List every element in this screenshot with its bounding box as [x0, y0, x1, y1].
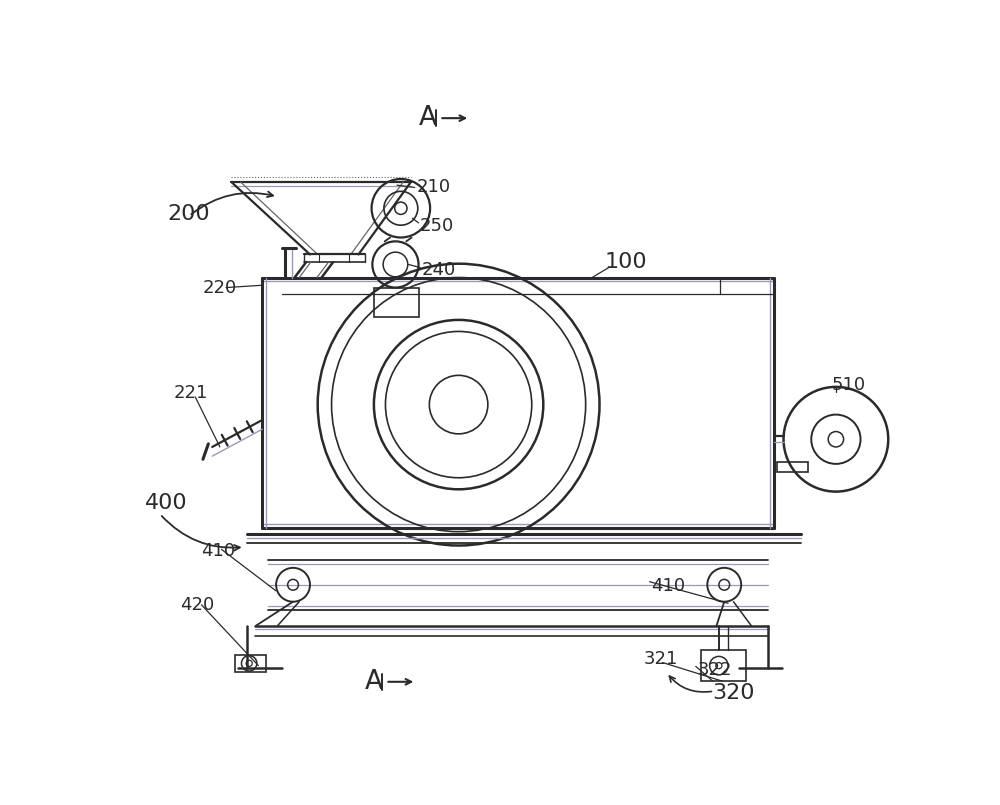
Text: 210: 210	[416, 179, 450, 196]
Text: 240: 240	[422, 261, 456, 279]
Bar	[374, 287, 419, 317]
Text: 400: 400	[144, 493, 187, 513]
Text: 221: 221	[174, 384, 208, 402]
Bar	[235, 654, 266, 672]
Text: 322: 322	[697, 661, 732, 679]
Text: 100: 100	[605, 252, 648, 272]
Bar	[777, 462, 808, 472]
Text: 220: 220	[203, 279, 237, 296]
Text: 321: 321	[643, 650, 678, 667]
Text: A: A	[365, 669, 383, 695]
Text: 420: 420	[180, 596, 214, 613]
Text: 410: 410	[651, 576, 685, 595]
Text: 250: 250	[420, 217, 454, 235]
Text: 410: 410	[201, 542, 235, 560]
Bar	[701, 650, 746, 681]
Text: 320: 320	[713, 683, 755, 704]
Text: 510: 510	[832, 377, 866, 394]
Text: A: A	[419, 105, 437, 131]
Text: 200: 200	[168, 204, 210, 224]
